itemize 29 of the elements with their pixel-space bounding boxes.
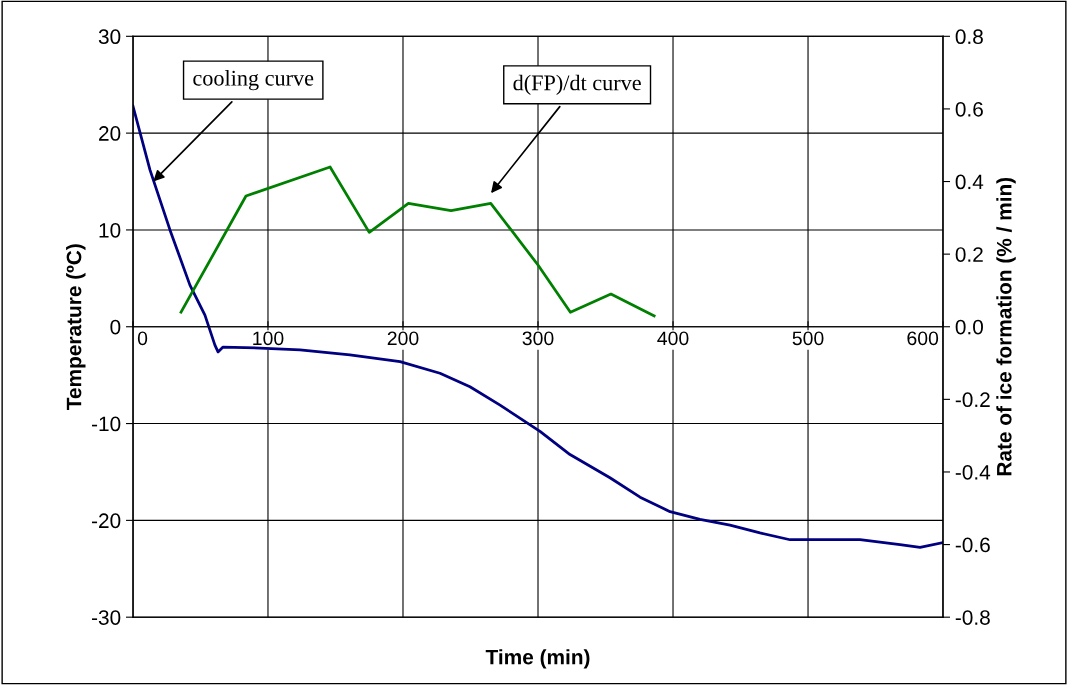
y2-tick-label: -0.2: [955, 392, 990, 408]
x-tick-label: 500: [792, 331, 824, 346]
y2-tick-label: -0.8: [955, 610, 990, 625]
y2-tick-label: 0.2: [955, 247, 983, 262]
y-axis-title: Temperature (ºC): [66, 244, 86, 410]
x-tick-label: 0: [137, 331, 148, 346]
y-tick-label: -30: [91, 610, 121, 625]
y2-tick-label: 0.6: [955, 101, 983, 117]
y2-tick-label: -0.6: [955, 537, 990, 553]
y-tick-label: -20: [91, 513, 121, 529]
y2-tick-label: 0.0: [955, 319, 983, 335]
y-tick-label: 0: [110, 319, 121, 335]
line-series: [179, 165, 656, 318]
annotation: cooling curve: [193, 70, 314, 91]
x-tick-label: 600: [907, 331, 939, 346]
y-tick-label: 20: [99, 126, 121, 141]
x-axis-title: Time (min): [485, 649, 590, 669]
y2-tick-label: 0.4: [955, 174, 984, 190]
x-tick-label: 200: [387, 331, 419, 346]
y2-tick-label: -0.4: [955, 464, 991, 480]
y-tick-label: 30: [98, 29, 121, 45]
x-tick-label: 300: [522, 331, 554, 346]
y-tick-label: 10: [99, 222, 121, 238]
y-tick-label: -10: [91, 416, 121, 432]
y2-tick-label: 0.8: [955, 29, 983, 45]
x-tick-label: 400: [657, 331, 689, 346]
annotation: d(FP)/dt curve: [513, 74, 641, 95]
y2-axis-title: Rate of ice formation (% / min): [996, 177, 1016, 476]
x-tick-label: 100: [253, 331, 284, 346]
